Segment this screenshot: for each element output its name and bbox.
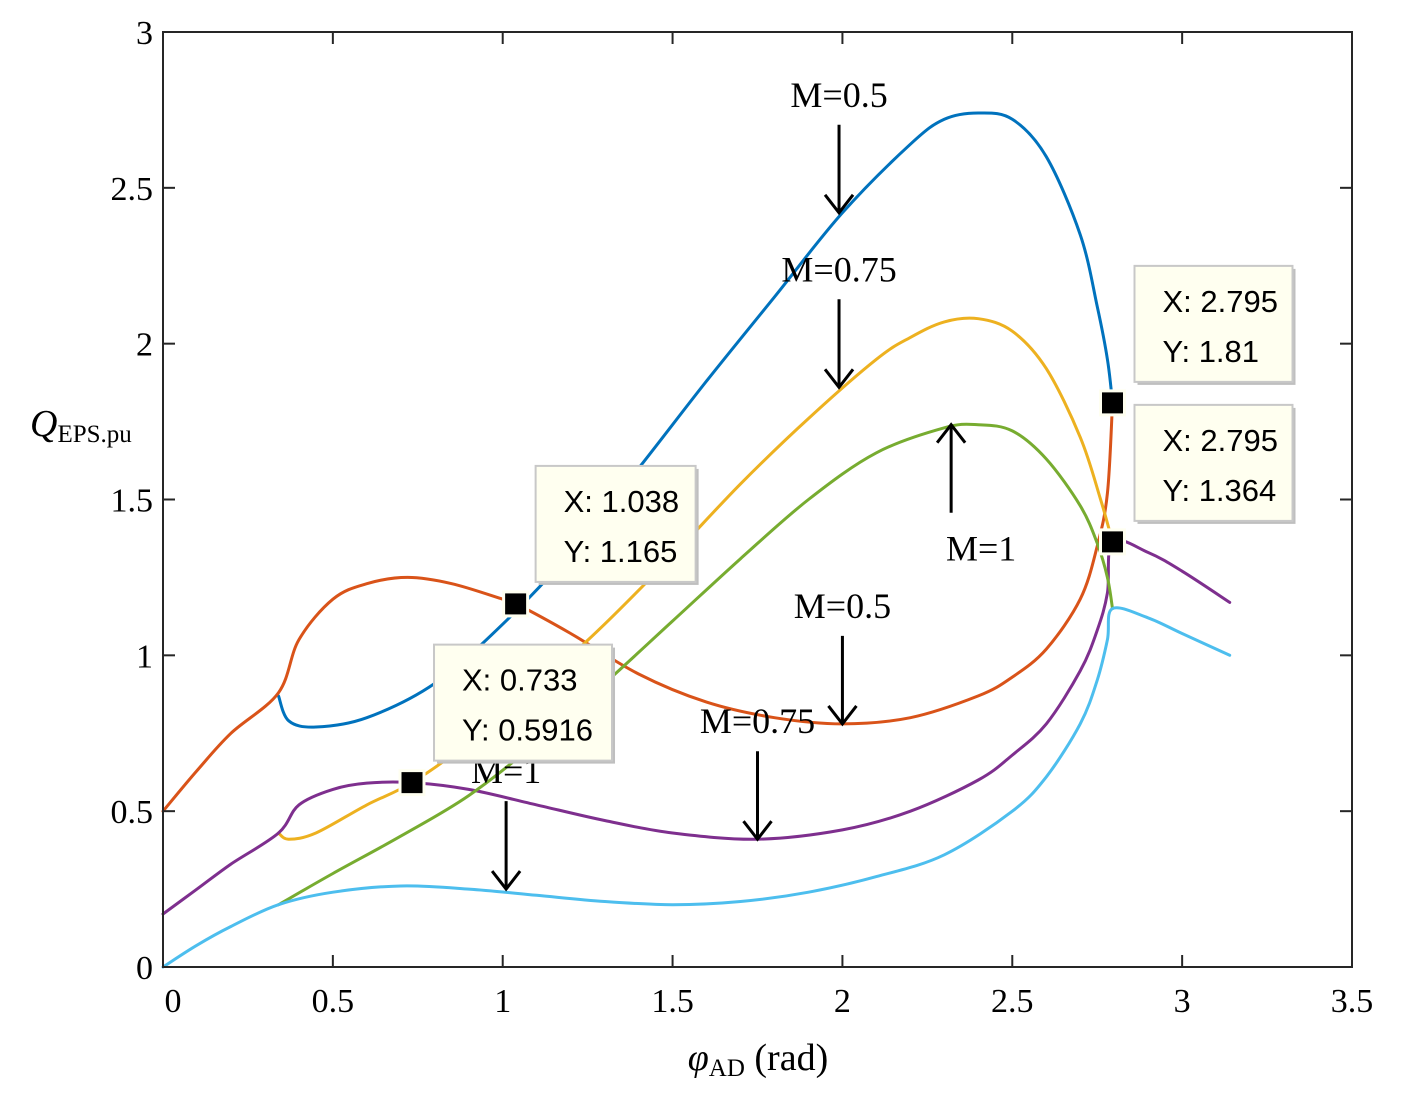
datatip-y-label: Y: 1.81	[1163, 334, 1260, 369]
y-tick-label: 2.5	[111, 171, 154, 208]
arrow-head	[823, 368, 855, 390]
x-axis-symbol: φ	[688, 1037, 709, 1079]
arrow-label: M=0.5	[790, 75, 887, 115]
x-tick-label: 0.5	[312, 983, 355, 1020]
arrow-head	[490, 870, 522, 892]
arrow-annotation-m-0-5: M=0.5	[794, 586, 891, 727]
datatip-x-label: X: 1.038	[564, 484, 679, 519]
x-axis-label: φAD (rad)	[688, 1037, 828, 1082]
y-axis-subscript: EPS.pu	[57, 421, 132, 448]
datatip-box	[1133, 403, 1294, 522]
x-axis-unit: (rad)	[745, 1037, 828, 1079]
datatip-y-label: Y: 1.165	[564, 534, 678, 569]
series-line-m-0-5-lower	[161, 401, 1114, 813]
datatip-marker[interactable]	[502, 590, 530, 618]
y-axis-symbol: Q	[30, 403, 57, 445]
series-line-m-0-5-upper	[277, 111, 1114, 729]
y-axis-label: QEPS.pu	[30, 403, 132, 448]
y-tick-label: 3	[136, 15, 153, 52]
datatip-marker[interactable]	[1099, 389, 1127, 417]
y-tick-label: 1.5	[111, 483, 154, 520]
tick-layer: 0 0.5 1 1.5 2 2.5 3 3.5 0 0.5 1 1.5 2 2.5 3	[111, 15, 1374, 1020]
arrow-annotation-m-1: M=1	[935, 422, 1016, 569]
datatip-box	[534, 464, 697, 583]
datatip-y-label: Y: 0.5916	[462, 713, 593, 748]
y-tick-label: 1	[136, 638, 153, 675]
datatip-box	[1133, 264, 1294, 383]
datatip-marker[interactable]	[398, 769, 426, 797]
datatip-box	[433, 643, 614, 762]
x-tick-label: 0	[165, 983, 182, 1020]
arrow-layer: M=0.5M=0.75M=1M=0.5M=0.75M=1	[471, 75, 1016, 892]
arrow-label: M=1	[946, 529, 1016, 569]
series-line-m-1-upper	[277, 422, 1114, 907]
y-tick-label: 2	[136, 327, 153, 364]
x-tick-label: 3	[1174, 983, 1191, 1020]
arrow-head	[935, 422, 967, 444]
x-tick-label: 1.5	[651, 983, 694, 1020]
x-tick-label: 2	[834, 983, 851, 1020]
x-tick-label: 3.5	[1331, 983, 1374, 1020]
datatip-x-label: X: 2.795	[1163, 423, 1278, 458]
datatip-layer: X: 1.038 Y: 1.165 X: 0.733 Y: 0.5916 X: 2.79…	[398, 264, 1296, 797]
datatip[interactable]: X: 0.733 Y: 0.5916	[398, 643, 616, 797]
datatip-y-label: Y: 1.364	[1163, 473, 1277, 508]
datatip-marker[interactable]	[1099, 528, 1127, 556]
x-axis-subscript: AD	[709, 1055, 745, 1082]
arrow-head	[823, 193, 855, 216]
datatip-x-label: X: 0.733	[462, 663, 577, 698]
arrow-label: M=0.5	[794, 586, 891, 626]
datatip[interactable]: X: 2.795 Y: 1.81	[1099, 264, 1296, 417]
series-line-m-0-75-upper	[277, 316, 1114, 841]
y-tick-label: 0	[136, 950, 153, 987]
y-tick-label: 0.5	[111, 794, 154, 831]
arrow-annotation-m-0-75: M=0.75	[700, 701, 815, 842]
x-tick-label: 1	[494, 983, 511, 1020]
arrow-head	[742, 820, 773, 842]
datatip[interactable]: X: 1.038 Y: 1.165	[502, 464, 699, 618]
datatip-x-label: X: 2.795	[1163, 284, 1278, 319]
arrow-label: M=0.75	[781, 249, 896, 289]
x-tick-label: 2.5	[991, 983, 1034, 1020]
arrow-annotation-m-0-5: M=0.5	[790, 75, 888, 216]
datatip[interactable]: X: 2.795 Y: 1.364	[1099, 403, 1296, 556]
arrow-label: M=0.75	[700, 701, 815, 741]
arrow-annotation-m-0-75: M=0.75	[781, 249, 897, 390]
arrow-head	[827, 704, 858, 727]
series-line-m-1-lower	[161, 606, 1232, 969]
